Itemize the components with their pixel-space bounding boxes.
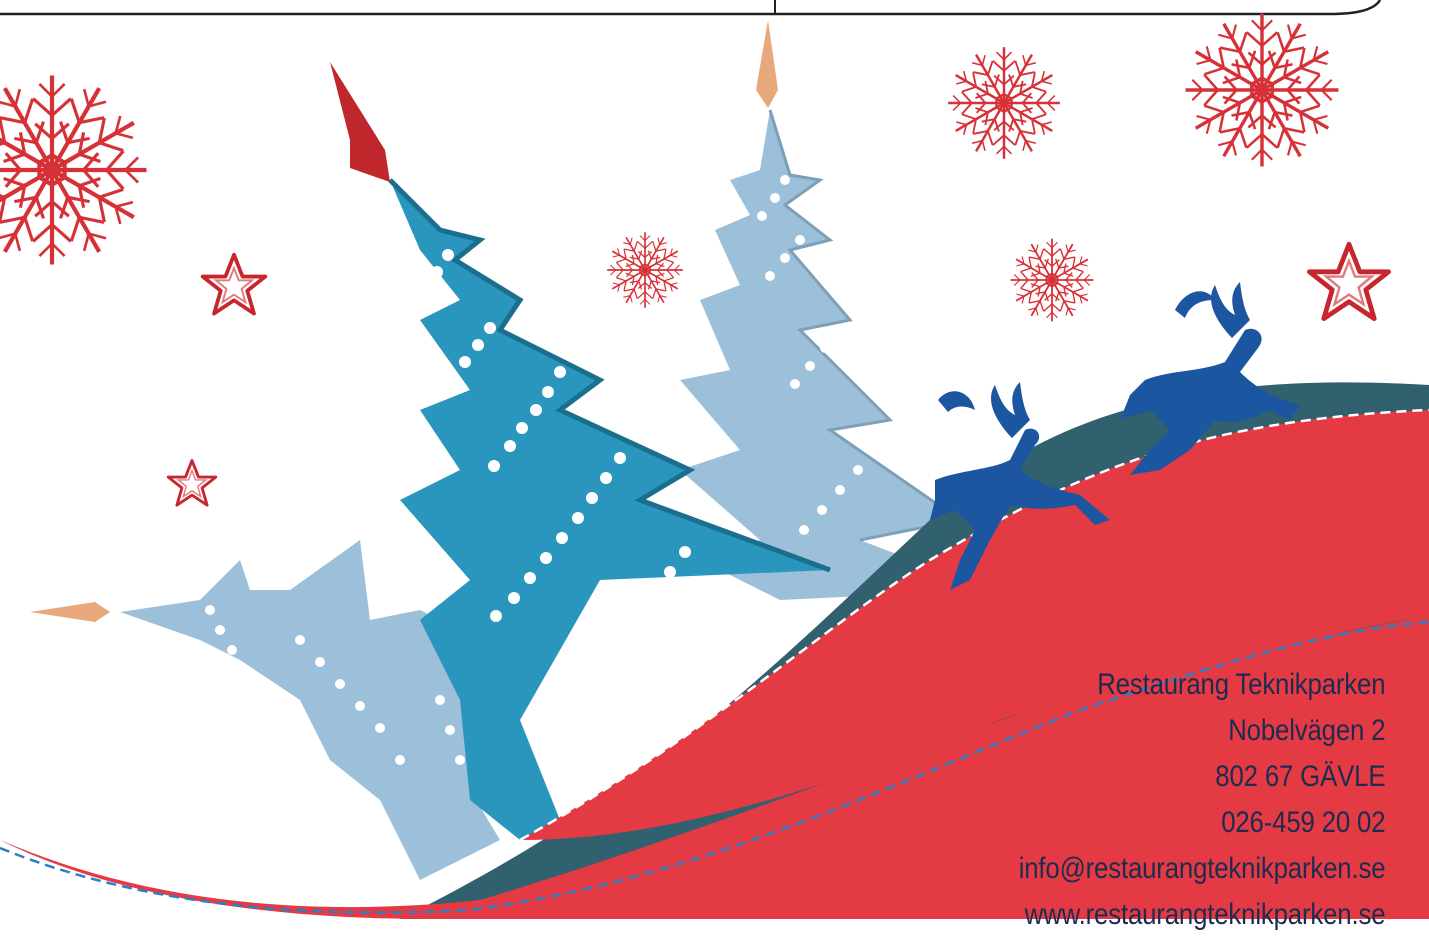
- restaurant-name: Restaurang Teknikparken: [1096, 668, 1385, 701]
- reindeer-icon: [930, 382, 1110, 590]
- email-address: info@restaurangteknikparken.se: [1018, 852, 1385, 885]
- christmas-tree-light-icon: [30, 540, 520, 880]
- phone-number: 026-459 20 02: [1220, 806, 1385, 839]
- stitch-line: [0, 620, 1429, 914]
- snowflake-icon: [1011, 239, 1094, 322]
- snowflake-icon: [607, 232, 683, 308]
- website-url: www.restaurangteknikparken.se: [1024, 898, 1385, 931]
- christmas-illustration: [0, 0, 1429, 919]
- christmas-tree-light-icon: [680, 20, 990, 600]
- snowflake-icon: [948, 47, 1060, 159]
- top-frame-line: [0, 0, 1382, 16]
- garland-lights: [205, 175, 895, 765]
- hill-red: [0, 615, 1429, 919]
- snowflake-icon: [1186, 13, 1339, 166]
- christmas-tree-icon: [330, 62, 831, 840]
- star-icon: [1309, 244, 1388, 318]
- stitch-line: [519, 408, 1429, 842]
- reindeer-icon: [1120, 282, 1300, 475]
- street-address: Nobelvägen 2: [1227, 714, 1385, 747]
- star-icon: [200, 252, 268, 316]
- postal-address: 802 67 GÄVLE: [1214, 760, 1385, 793]
- snowflake-icon: [0, 76, 147, 265]
- hill-red-upper: [520, 410, 1429, 840]
- star-icon: [166, 459, 218, 507]
- contact-info: Restaurang Teknikparken Nobelvägen 2 802…: [1018, 662, 1385, 938]
